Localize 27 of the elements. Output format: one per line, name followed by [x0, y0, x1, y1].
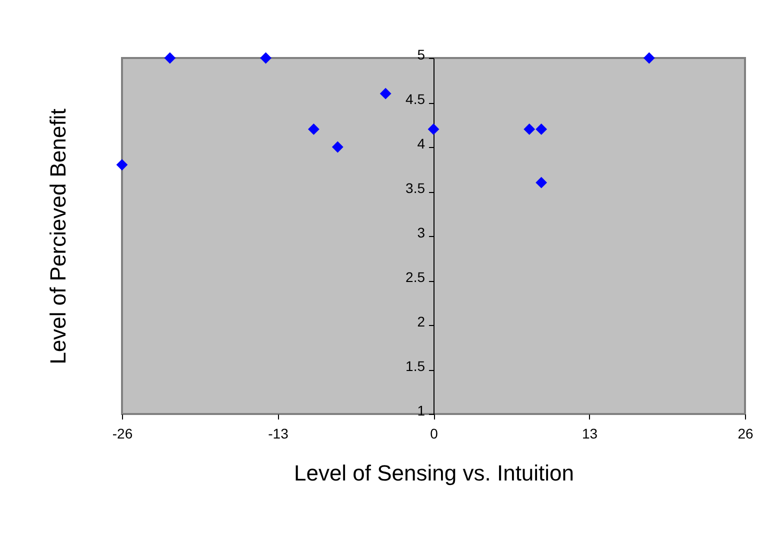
point: [116, 159, 128, 170]
point: [524, 124, 536, 135]
x-tick-label: 13: [582, 426, 598, 442]
point: [260, 52, 272, 64]
y-tick-label: 2: [417, 314, 426, 330]
y-tick-label: 4: [417, 136, 426, 152]
x-tick-label: -26: [112, 426, 133, 442]
y-tick-label: 1.5: [406, 358, 426, 374]
y-axis-title: Level of Percieved Benefit: [46, 108, 70, 364]
y-tick-label: 5: [417, 46, 426, 62]
y-tick-label: 3: [417, 224, 426, 240]
point: [428, 124, 440, 135]
point: [643, 52, 655, 64]
point: [380, 88, 392, 100]
y-tick-label: 3.5: [406, 180, 426, 196]
y-tick-label: 4.5: [406, 91, 426, 107]
y-tick-label: 2.5: [406, 269, 426, 285]
point: [536, 124, 548, 135]
x-tick-label: -13: [268, 426, 289, 442]
x-tick-label: 0: [430, 426, 438, 442]
point: [536, 176, 548, 188]
x-axis-title: Level of Sensing vs. Intuition: [294, 460, 574, 486]
point: [332, 141, 344, 153]
x-tick-label: 26: [738, 426, 754, 442]
point: [164, 52, 176, 64]
y-tick-label: 1: [417, 402, 426, 418]
point: [308, 124, 320, 135]
